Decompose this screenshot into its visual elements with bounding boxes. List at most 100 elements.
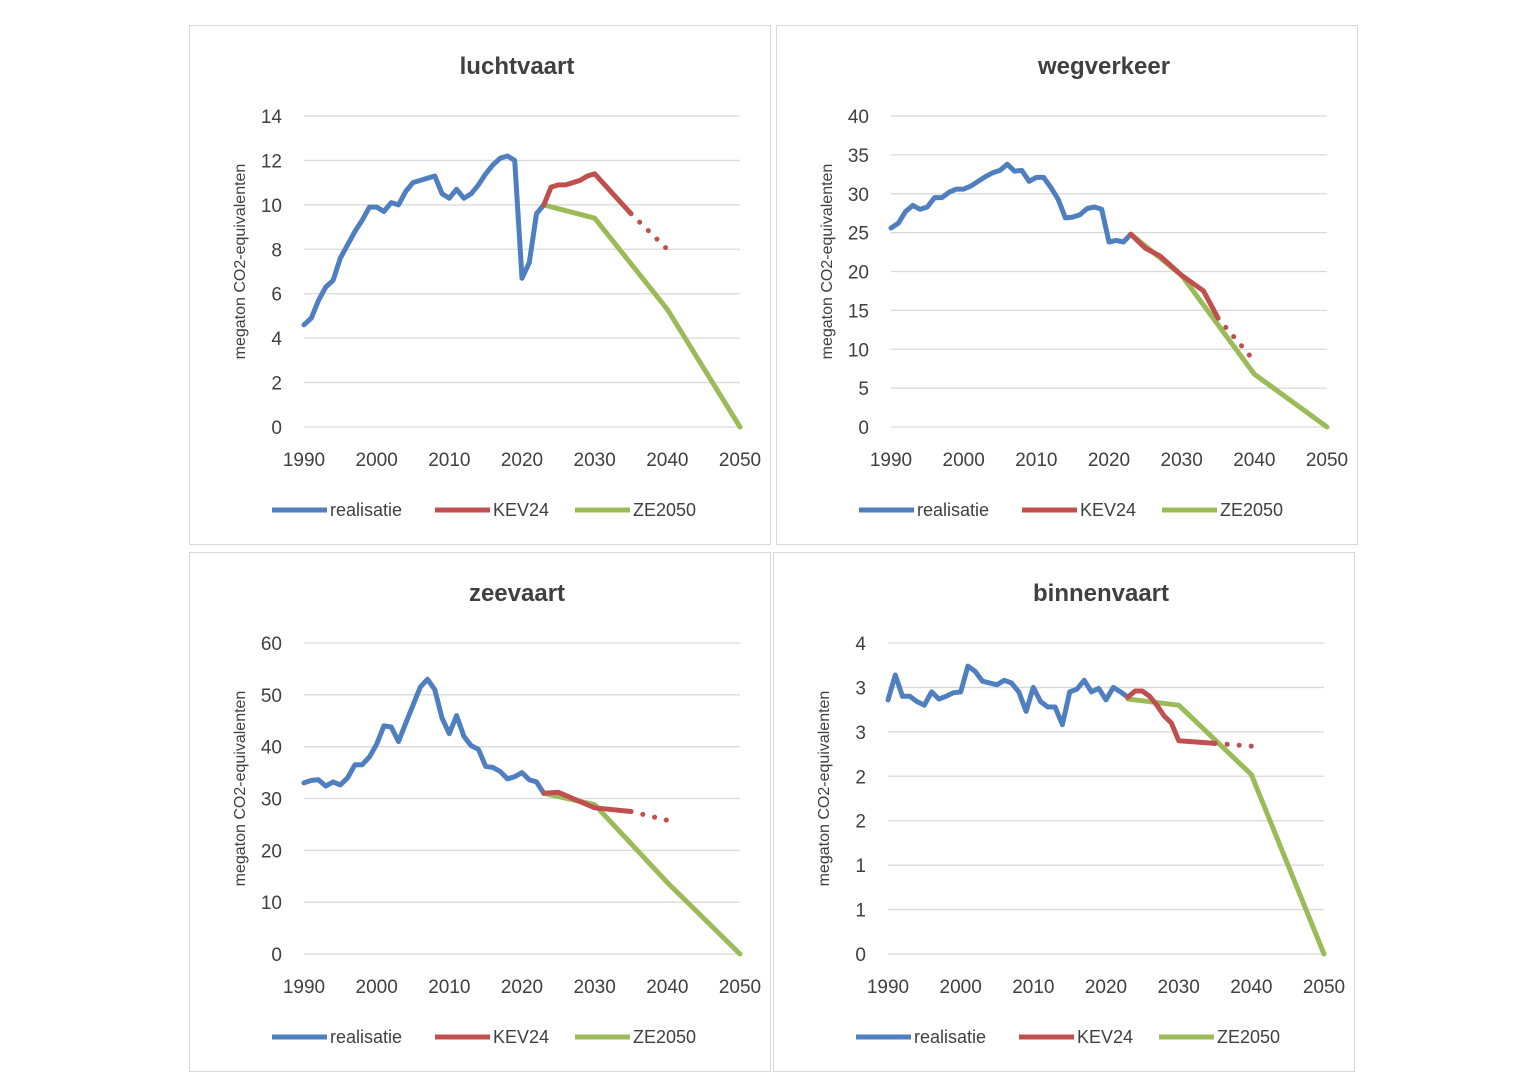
x-tick-label: 2020 — [501, 450, 543, 471]
chart-panel-binnenvaart: binnenvaart megaton CO2-equivalenten 0 1 1 2 2… — [773, 552, 1355, 1072]
series-line-ZE2050 — [1128, 231, 1330, 430]
y-tick-label: 10 — [261, 893, 282, 914]
y-tick-label: 1 — [855, 856, 866, 877]
x-tick-label: 2040 — [646, 977, 688, 998]
y-tick-label: 2 — [855, 812, 866, 833]
y-tick-label: 40 — [261, 738, 282, 759]
chart-panel-wegverkeer: wegverkeer megaton CO2-equivalenten 0 5 10 15… — [776, 25, 1358, 545]
chart-title: wegverkeer — [1037, 53, 1170, 80]
series-line-ZE2050 — [1125, 696, 1327, 957]
series-line-KEV24 — [541, 171, 634, 217]
x-tick-label: 2050 — [719, 977, 761, 998]
legend-label-ZE2050: ZE2050 — [1217, 1027, 1280, 1047]
y-tick-label: 4 — [271, 329, 282, 350]
legend-label-KEV24: KEV24 — [493, 500, 549, 520]
legend-label-ZE2050: ZE2050 — [633, 1027, 696, 1047]
y-tick-label: 14 — [261, 107, 283, 128]
x-tick-label: 2040 — [646, 450, 688, 471]
y-tick-label: 10 — [261, 196, 282, 217]
legend-label-realisatie: realisatie — [917, 500, 989, 520]
x-tick-label: 2020 — [1088, 450, 1130, 471]
y-axis-label: megaton CO2-equivalenten — [232, 691, 249, 887]
legend-label-KEV24: KEV24 — [1080, 500, 1136, 520]
y-tick-label: 50 — [261, 686, 282, 707]
x-tick-label: 1990 — [283, 977, 325, 998]
legend-label-KEV24: KEV24 — [493, 1027, 549, 1047]
chart-svg: luchtvaart megaton CO2-equivalenten 0 2 4 6 8 1… — [232, 53, 761, 520]
x-tick-label: 2000 — [356, 977, 398, 998]
x-tick-label: 2020 — [1085, 977, 1127, 998]
x-tick-label: 1990 — [283, 450, 325, 471]
y-tick-label: 8 — [271, 240, 282, 261]
y-tick-label: 30 — [848, 185, 869, 206]
x-tick-label: 2030 — [1161, 450, 1203, 471]
y-tick-label: 4 — [855, 634, 866, 655]
y-tick-label: 2 — [855, 767, 866, 788]
y-tick-label: 35 — [848, 146, 869, 167]
series-projection-KEV24 — [1215, 315, 1257, 364]
y-tick-label: 60 — [261, 634, 282, 655]
series-line-ZE2050 — [541, 790, 743, 957]
chart-title: binnenvaart — [1033, 580, 1169, 607]
x-tick-label: 2010 — [428, 977, 470, 998]
y-tick-label: 15 — [848, 301, 869, 322]
y-axis-label: megaton CO2-equivalenten — [819, 164, 836, 360]
x-tick-label: 2040 — [1230, 977, 1272, 998]
x-tick-label: 2000 — [943, 450, 985, 471]
x-tick-label: 2010 — [428, 450, 470, 471]
y-tick-label: 0 — [271, 418, 282, 439]
chart-panel-zeevaart: zeevaart megaton CO2-equivalenten 0 10 20 30 4… — [189, 552, 771, 1072]
x-tick-label: 2050 — [1303, 977, 1345, 998]
x-tick-label: 2010 — [1012, 977, 1054, 998]
x-tick-label: 1990 — [870, 450, 912, 471]
y-tick-label: 10 — [848, 340, 869, 361]
legend-label-KEV24: KEV24 — [1077, 1027, 1133, 1047]
legend-label-realisatie: realisatie — [330, 500, 402, 520]
y-tick-label: 40 — [848, 107, 869, 128]
x-tick-label: 1990 — [867, 977, 909, 998]
y-tick-label: 6 — [271, 285, 282, 306]
series-line-realisatie — [885, 663, 1131, 728]
x-tick-label: 2050 — [719, 450, 761, 471]
y-tick-label: 30 — [261, 790, 282, 811]
series-line-KEV24 — [1128, 231, 1221, 321]
x-tick-label: 2040 — [1233, 450, 1275, 471]
y-tick-label: 25 — [848, 224, 869, 245]
y-tick-label: 2 — [271, 374, 282, 395]
x-tick-label: 2030 — [1158, 977, 1200, 998]
series-line-realisatie — [301, 153, 547, 328]
legend-label-realisatie: realisatie — [330, 1027, 402, 1047]
y-tick-label: 3 — [855, 678, 866, 699]
y-tick-label: 0 — [855, 945, 866, 966]
y-tick-label: 0 — [858, 418, 869, 439]
y-tick-label: 20 — [261, 841, 282, 862]
y-tick-label: 0 — [271, 945, 282, 966]
y-tick-label: 20 — [848, 263, 869, 284]
x-tick-label: 2050 — [1306, 450, 1348, 471]
y-axis-label: megaton CO2-equivalenten — [232, 164, 249, 360]
series-line-ZE2050 — [541, 202, 743, 430]
x-tick-label: 2000 — [940, 977, 982, 998]
y-tick-label: 1 — [855, 901, 866, 922]
x-tick-label: 2020 — [501, 977, 543, 998]
legend-label-realisatie: realisatie — [914, 1027, 986, 1047]
y-tick-label: 12 — [261, 151, 282, 172]
chart-svg: wegverkeer megaton CO2-equivalenten 0 5 10 15… — [819, 53, 1348, 520]
series-projection-KEV24 — [628, 211, 670, 252]
y-tick-label: 5 — [858, 379, 869, 400]
x-tick-label: 2030 — [574, 977, 616, 998]
chart-title: luchtvaart — [460, 53, 575, 80]
x-tick-label: 2000 — [356, 450, 398, 471]
x-tick-label: 2030 — [574, 450, 616, 471]
y-axis-label: megaton CO2-equivalenten — [816, 691, 833, 887]
series-line-KEV24 — [1125, 688, 1218, 746]
series-line-KEV24 — [541, 789, 634, 814]
legend-label-ZE2050: ZE2050 — [633, 500, 696, 520]
chart-svg: binnenvaart megaton CO2-equivalenten 0 1 1 2 2… — [816, 580, 1345, 1047]
y-tick-label: 3 — [855, 723, 866, 744]
legend-label-ZE2050: ZE2050 — [1220, 500, 1283, 520]
chart-panel-luchtvaart: luchtvaart megaton CO2-equivalenten 0 2 4 6 8 1… — [189, 25, 771, 545]
series-line-realisatie — [301, 676, 547, 796]
chart-title: zeevaart — [469, 580, 565, 607]
